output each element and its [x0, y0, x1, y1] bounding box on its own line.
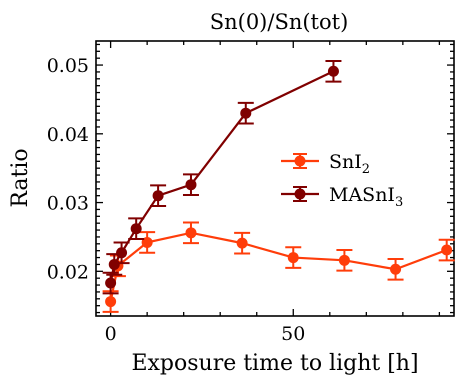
data-point: [287, 252, 299, 264]
chart-title: Sn(0)/Sn(tot): [210, 10, 349, 34]
y-tick-label: 0.03: [47, 193, 89, 215]
data-point: [240, 107, 252, 119]
y-tick-label: 0.04: [47, 124, 89, 146]
data-point: [152, 190, 164, 202]
y-axis-label: Ratio: [8, 148, 33, 207]
axis-ticks: 0 50 0.02 0.03 0.04 0.05: [47, 41, 454, 345]
data-point: [185, 227, 197, 239]
data-point: [105, 296, 117, 308]
data-point: [327, 65, 339, 77]
legend-label: MASnI3: [329, 184, 403, 210]
series-0: [102, 221, 455, 313]
data-point: [141, 236, 153, 248]
x-tick-label: 50: [281, 323, 305, 345]
y-tick-label: 0.02: [47, 261, 89, 283]
x-axis-label: Exposure time to light [h]: [131, 351, 418, 376]
legend-marker: [294, 155, 306, 167]
y-tick-label: 0.05: [47, 55, 89, 77]
x-tick-label: 0: [105, 323, 117, 345]
data-point: [390, 263, 402, 275]
legend: SnI2 MASnI3: [281, 151, 403, 210]
data-point: [441, 244, 453, 256]
series-1: [102, 59, 342, 295]
data-point: [105, 277, 117, 289]
legend-label: SnI2: [329, 151, 370, 177]
plot-frame: [95, 40, 455, 317]
data-point: [338, 254, 350, 266]
data-point: [108, 258, 120, 270]
data-point: [116, 247, 128, 259]
data-point: [185, 179, 197, 191]
series-layer: [102, 59, 455, 313]
series-line: [109, 70, 334, 284]
data-point: [236, 237, 248, 249]
legend-marker: [294, 188, 306, 200]
data-point: [130, 223, 142, 235]
